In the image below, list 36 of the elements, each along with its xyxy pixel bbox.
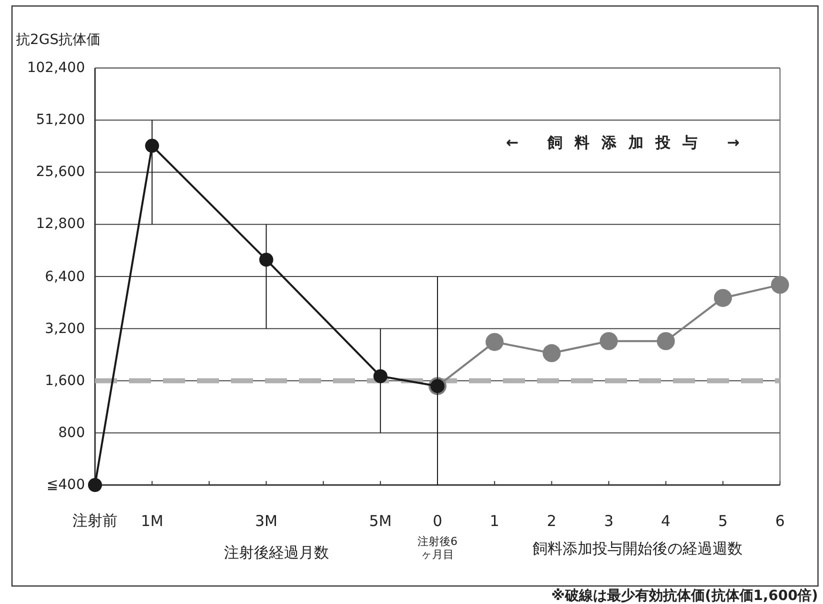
x-tick-label: 3M [255,512,278,530]
point [145,138,160,153]
x-tick-label: 0 [432,512,442,530]
x-tick-label: 4 [661,512,671,530]
x-tick-label: 1 [490,512,500,530]
y-axis-title: 抗2GS抗体価 [16,31,101,49]
text: 飼料添加投与開始後の経過週数 [532,540,742,558]
x-tick-label: 5 [718,512,728,530]
point [259,252,274,267]
x-tick-label: 6 [775,512,785,530]
x-tick-label: 3 [604,512,614,530]
point [373,369,388,384]
y-tick-label: 51,200 [36,112,85,128]
y-tick-label: 3,200 [44,320,85,337]
text: ※破線は最少有効抗体価(抗体価1,600倍) [551,587,818,604]
annotation: ← 飼料添加投与 → [506,134,752,152]
y-tick-label: 6,400 [44,268,85,284]
y-tick-label: 25,600 [36,164,85,180]
point [600,332,618,350]
y-tick-label: 1,600 [44,372,85,389]
y-tick-label: ≦400 [46,477,85,493]
y-tick-label: 12,800 [36,216,85,232]
x-tick-label: 注射前 [72,512,118,530]
x-tick-label: 5M [369,512,392,530]
y-tick-label: 800 [58,424,85,441]
x-axis-title: 注射後経過月数 [224,544,329,562]
x-tick-label: 1M [140,512,164,530]
text: 注射後6ヶ月目 [416,535,458,561]
point [486,332,504,351]
point [542,344,561,362]
point [771,276,789,294]
y-tick-label: 102,400 [27,60,85,76]
point [714,288,732,307]
point [88,478,102,492]
point [656,332,675,350]
x-tick-label: 2 [546,512,556,530]
